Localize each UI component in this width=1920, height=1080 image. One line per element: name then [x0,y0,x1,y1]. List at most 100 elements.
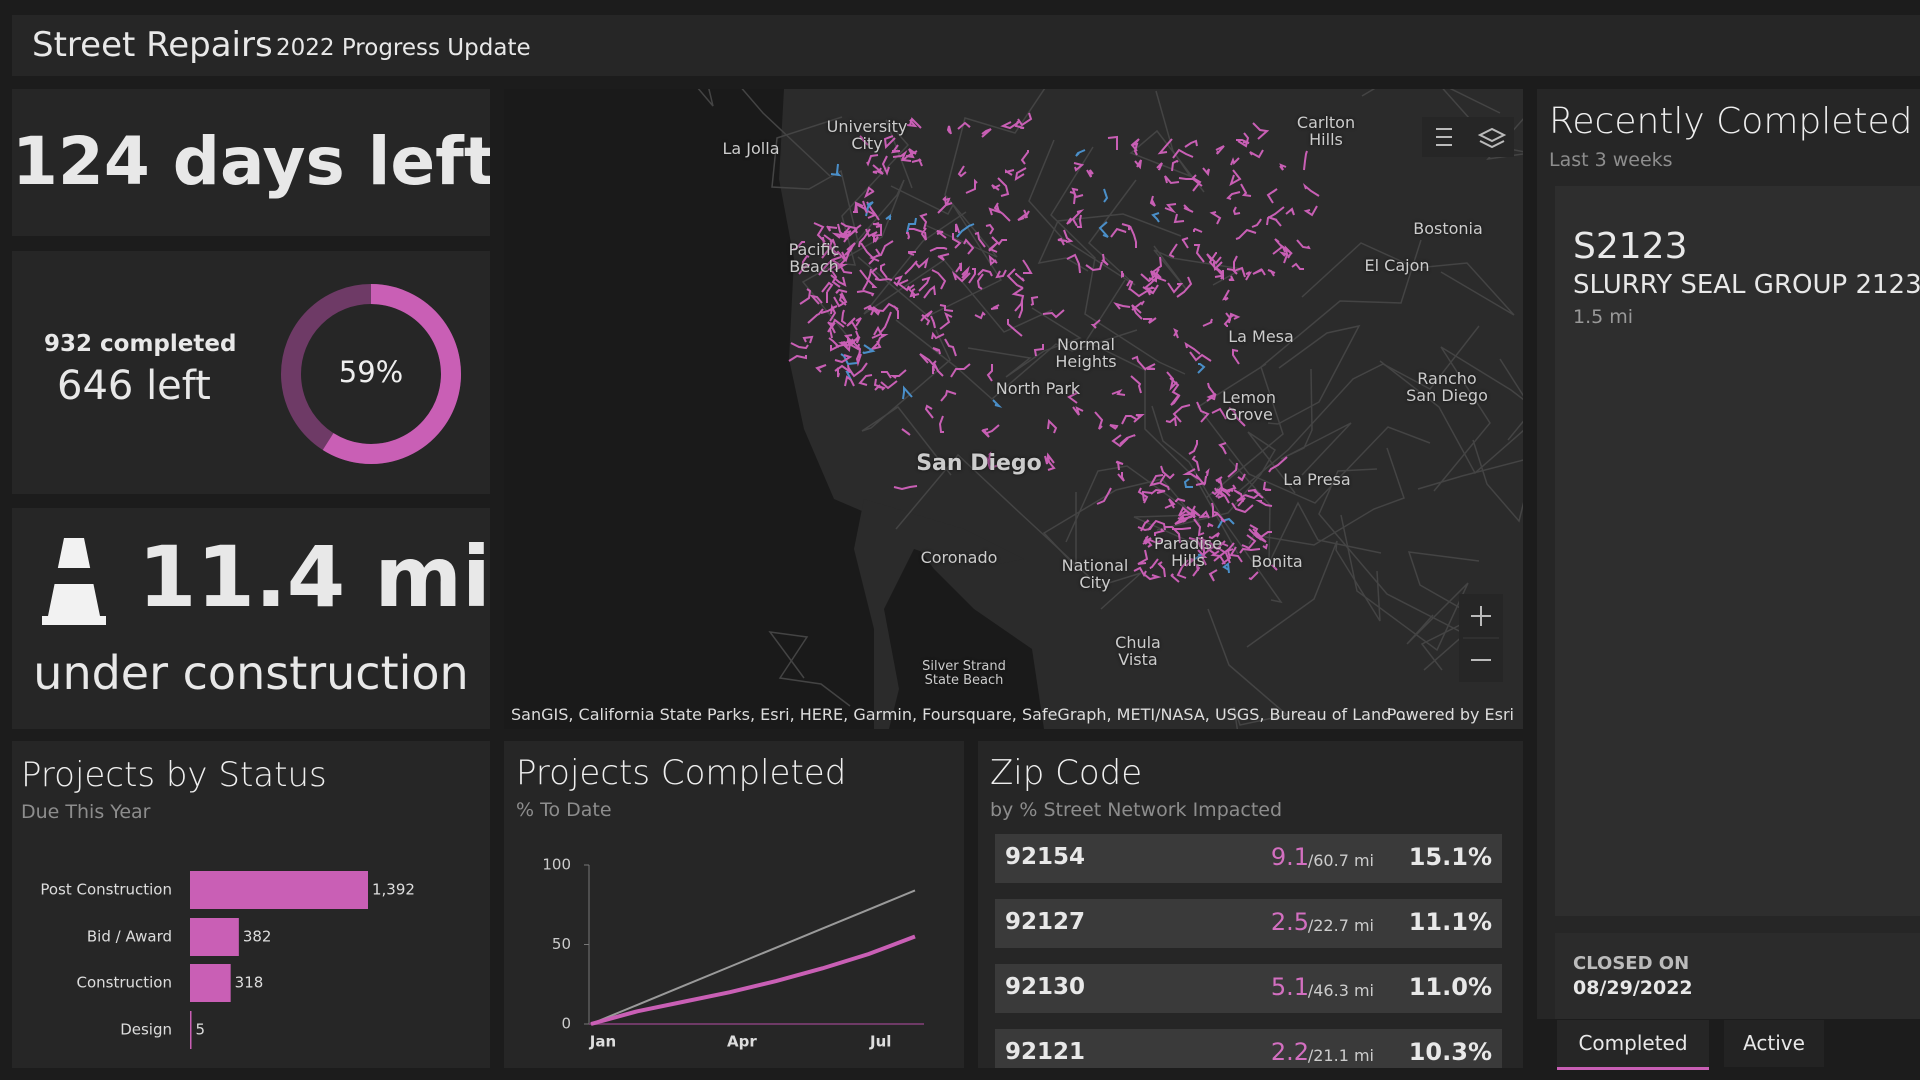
repair-segment [859,269,878,288]
percent: 11.1% [1408,908,1492,936]
repair-segment [880,263,888,279]
zip-row[interactable]: 92130 5.1/46.3 mi 11.0% [995,964,1502,1013]
repair-segment [1158,474,1170,491]
repair-segment [906,217,917,234]
repair-segment [1228,275,1235,281]
road [1301,242,1515,316]
repair-segment [858,374,873,386]
repair-segment [900,150,918,162]
road [801,179,905,350]
zip: 92127 [1005,909,1086,935]
repair-segment [981,428,990,438]
item-id: S2123 [1573,226,1688,267]
map-label: Bonita [1251,552,1303,571]
repair-segment [919,213,928,230]
repair-segment [1137,487,1149,504]
recent-card[interactable]: S2123 SLURRY SEAL GROUP 2123 1.5 mi [1555,186,1920,916]
repair-segment [1063,229,1074,243]
repair-segment [821,281,834,293]
repair-segment [890,144,901,154]
repair-segment [1024,210,1030,219]
repair-segment [1143,317,1157,324]
repair-segment [833,250,847,268]
road [967,307,1082,378]
repair-segment [937,197,951,214]
repair-segment [873,234,879,244]
repair-segment [1170,573,1180,583]
repair-segment [855,351,862,367]
repair-segment [1111,434,1129,448]
repair-segment [841,247,853,263]
repair-segment [1208,252,1218,271]
tab-active[interactable]: Active [1724,1020,1824,1067]
closed-label: CLOSED ON [1573,953,1690,974]
repair-segment [1217,517,1235,529]
repair-segment [1217,547,1231,564]
repair-segment [833,293,848,308]
road [1037,213,1182,272]
x-tick-label: Apr [727,1033,757,1051]
bar [190,964,231,1002]
road [1207,608,1289,729]
repair-segment [828,245,838,255]
zip-row[interactable]: 92121 2.2/21.1 mi 10.3% [995,1029,1502,1068]
repair-segment [856,289,875,297]
repair-segment [862,344,876,355]
repair-segment [1137,549,1149,565]
repair-segment [1231,502,1254,514]
bar [190,1011,192,1049]
repair-segment [872,222,883,226]
repair-segment [952,233,962,249]
repair-segment [1174,516,1187,525]
repair-segment [1211,486,1231,496]
zip-row[interactable]: 92154 9.1/60.7 mi 15.1% [995,834,1502,883]
repair-segment [1133,566,1147,578]
y-tick-label: 100 [542,856,571,874]
map-label: La Jolla [722,139,780,158]
repair-segment [985,223,995,235]
repair-segment [1239,547,1261,554]
zip-row[interactable]: 92127 2.5/22.7 mi 11.1% [995,899,1502,948]
bar [190,871,368,909]
zip-panel: Zip Code by % Street Network Impacted 92… [978,741,1523,1068]
repair-segment [1198,510,1210,519]
repair-segment [1129,288,1154,298]
repair-segment [1160,465,1175,480]
recent-title: Recently Completed P [1549,101,1920,142]
repair-segment [1115,460,1124,471]
repair-segment [1228,407,1246,427]
repair-segment [848,224,862,237]
repair-segment [815,364,827,373]
repair-segment [799,288,812,305]
road [1084,279,1239,555]
repair-segment [985,451,992,465]
repair-segment [881,155,890,176]
repair-segment [1229,546,1243,563]
tab-completed[interactable]: Completed [1557,1020,1709,1070]
repair-segment [1098,221,1109,238]
repair-segment [1283,245,1293,264]
repair-segment [1262,481,1272,491]
map-base [697,89,1523,729]
repair-segment [1157,561,1166,578]
repair-segment [877,334,889,344]
repair-segment [1142,535,1152,545]
zoom-buttons[interactable] [1459,594,1503,682]
map-label: North Park [995,379,1081,398]
repair-segment [1270,564,1278,571]
repair-segment [788,354,807,362]
repair-segment [1208,532,1220,540]
closed-date: 08/29/2022 [1573,977,1693,999]
repair-segment [864,186,875,199]
map-tools[interactable] [1422,117,1514,157]
repair-segment [901,428,911,436]
repair-segment [867,306,880,316]
repair-segment [1222,562,1230,574]
repair-segment [881,371,892,379]
repair-segment [1005,169,1015,176]
repair-segment [1222,289,1230,301]
repair-segment [1107,135,1118,150]
repair-segment [1191,174,1202,192]
repair-segment [844,242,856,256]
repair-segment [1223,316,1232,327]
